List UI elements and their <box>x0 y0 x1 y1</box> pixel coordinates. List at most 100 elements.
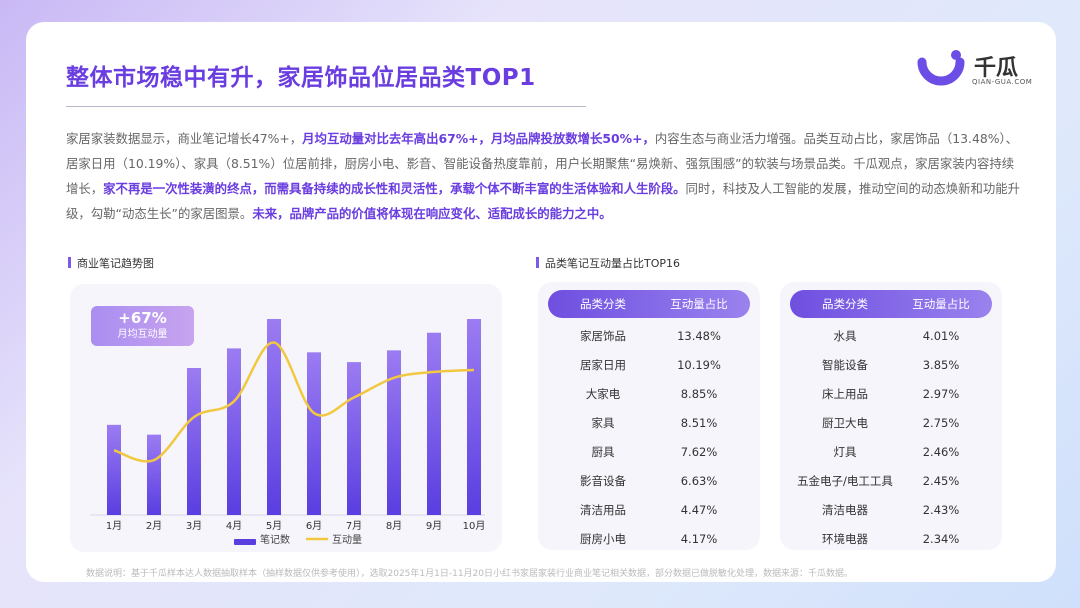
page-title: 整体市场稳中有升，家居饰品位居品类TOP1 <box>66 65 536 91</box>
category-table-left: 品类分类 互动量占比 家居饰品 13.48% 居家日用 10.19% 大家电 8.85% 家… <box>538 282 760 550</box>
share-value: 2.75% <box>922 416 960 430</box>
bar <box>147 434 161 515</box>
category-table-right: 品类分类 互动量占比 水具 4.01% 智能设备 3.85% 床上用品 2.97% 厨卫大电… <box>780 282 1002 550</box>
category-name: 厨具 <box>591 445 615 459</box>
logo-name: 千瓜 <box>974 56 1019 81</box>
share-value: 7.62% <box>680 445 718 459</box>
table-row: 厨房小电 4.17% <box>548 525 750 554</box>
bar <box>467 319 481 515</box>
paragraph-text: 同时，科技及人工智能的发展，推动空间的动态焕新和功能升级，勾勒“动态生长”的家居… <box>66 181 1021 221</box>
bar <box>187 368 201 515</box>
legend-label-bars: 笔记数 <box>260 533 290 546</box>
category-name: 水具 <box>833 329 857 343</box>
category-name: 床上用品 <box>822 387 868 401</box>
bar <box>347 362 361 515</box>
table-row: 环境电器 2.34% <box>790 525 992 554</box>
table-row: 家具 8.51% <box>548 409 750 438</box>
badge-label: 月均互动量 <box>117 329 168 340</box>
x-tick-label: 6月 <box>306 520 322 532</box>
bar <box>107 424 121 515</box>
bar <box>427 332 441 515</box>
share-value: 4.47% <box>680 503 718 517</box>
x-tick-label: 4月 <box>226 520 242 532</box>
logo-sub: QIAN-GUA.COM <box>972 78 1033 86</box>
bar <box>227 348 241 515</box>
category-name: 厨房小电 <box>580 532 626 546</box>
table-row: 家居饰品 13.48% <box>548 322 750 351</box>
table-row: 清洁电器 2.43% <box>790 496 992 525</box>
share-value: 3.85% <box>922 358 960 372</box>
category-name: 五金电子/电工工具 <box>797 474 893 488</box>
share-value: 2.34% <box>922 532 960 546</box>
paragraph-text: 内容生态与商业活力增强。品类互动占比，家居饰品（13.48%）、居家日用（10.… <box>66 131 1019 196</box>
monthly-interaction-badge: +67% 月均互动量 <box>91 306 194 346</box>
category-name: 家居饰品 <box>580 329 626 343</box>
highlight-text: 家不再是一次性装潢的终点，而需具备持续的成长性和灵活性，承载个体不断丰富的生活体… <box>103 181 686 196</box>
header-category: 品类分类 <box>580 297 626 311</box>
x-tick-label: 7月 <box>346 520 362 532</box>
footer-note: 数据说明：基于千瓜样本达人数据抽取样本（抽样数据仅供参考使用），选取2025年1… <box>86 569 854 579</box>
category-name: 智能设备 <box>822 358 868 372</box>
share-value: 10.19% <box>677 358 721 372</box>
x-tick-label: 3月 <box>186 520 202 532</box>
report-card: 整体市场稳中有升，家居饰品位居品类TOP1 千瓜 QIAN-GUA.COM 家居… <box>26 22 1056 582</box>
category-name: 灯具 <box>833 445 857 459</box>
bar <box>307 352 321 515</box>
table-row: 床上用品 2.97% <box>790 380 992 409</box>
table-row: 厨具 7.62% <box>548 438 750 467</box>
bar <box>267 319 281 515</box>
table-header: 品类分类 互动量占比 <box>548 290 750 318</box>
share-value: 2.97% <box>922 387 960 401</box>
category-name: 大家电 <box>585 387 621 401</box>
category-name: 家具 <box>591 416 615 430</box>
paragraph-text: 家居家装数据显示，商业笔记增长47%+， <box>66 131 303 146</box>
header-share: 互动量占比 <box>670 297 728 311</box>
bar <box>387 350 401 515</box>
table-row: 居家日用 10.19% <box>548 351 750 380</box>
x-tick-label: 5月 <box>266 520 282 532</box>
summary-paragraph: 家居家装数据显示，商业笔记增长47%+，月均互动量对比去年高出67%+，月均品牌… <box>66 126 1021 226</box>
title-divider <box>66 106 586 107</box>
table-row: 影音设备 6.63% <box>548 467 750 496</box>
table-row: 智能设备 3.85% <box>790 351 992 380</box>
share-value: 2.43% <box>922 503 960 517</box>
share-value: 8.85% <box>680 387 718 401</box>
top16-section-title: 品类笔记互动量占比TOP16 <box>536 255 680 271</box>
share-value: 6.63% <box>680 474 718 488</box>
share-value: 4.01% <box>922 329 960 343</box>
x-tick-label: 2月 <box>146 520 162 532</box>
share-value: 8.51% <box>680 416 718 430</box>
table-header: 品类分类 互动量占比 <box>790 290 992 318</box>
category-name: 清洁用品 <box>580 503 626 517</box>
legend-label-line: 互动量 <box>332 534 362 546</box>
category-name: 环境电器 <box>822 532 868 546</box>
x-tick-label: 1月 <box>106 520 122 532</box>
category-name: 影音设备 <box>580 474 626 488</box>
table-row: 大家电 8.85% <box>548 380 750 409</box>
category-name: 厨卫大电 <box>822 416 868 430</box>
category-name: 居家日用 <box>580 358 626 372</box>
legend-swatch-bars <box>234 539 256 545</box>
header-share: 互动量占比 <box>912 297 970 311</box>
badge-value: +67% <box>118 309 167 327</box>
table-row: 水具 4.01% <box>790 322 992 351</box>
table-row: 五金电子/电工工具 2.45% <box>790 467 992 496</box>
trend-section-title: 商业笔记趋势图 <box>68 255 154 271</box>
x-tick-label: 9月 <box>426 520 442 532</box>
share-value: 13.48% <box>677 329 721 343</box>
table-row: 清洁用品 4.47% <box>548 496 750 525</box>
share-value: 4.17% <box>680 532 718 546</box>
x-tick-label: 10月 <box>463 520 486 532</box>
interaction-line <box>113 341 475 463</box>
table-row: 厨卫大电 2.75% <box>790 409 992 438</box>
table-row: 灯具 2.46% <box>790 438 992 467</box>
highlight-text: 未来，品牌产品的价值将体现在响应变化、适配成长的能力之中。 <box>252 206 612 221</box>
category-name: 清洁电器 <box>822 503 868 517</box>
logo-mark-icon <box>917 50 965 86</box>
header-category: 品类分类 <box>822 297 868 311</box>
highlight-text: 月均互动量对比去年高出67%+，月均品牌投放数增长50%+， <box>302 131 655 146</box>
share-value: 2.46% <box>922 445 960 459</box>
x-tick-label: 8月 <box>386 520 402 532</box>
share-value: 2.45% <box>922 474 960 488</box>
